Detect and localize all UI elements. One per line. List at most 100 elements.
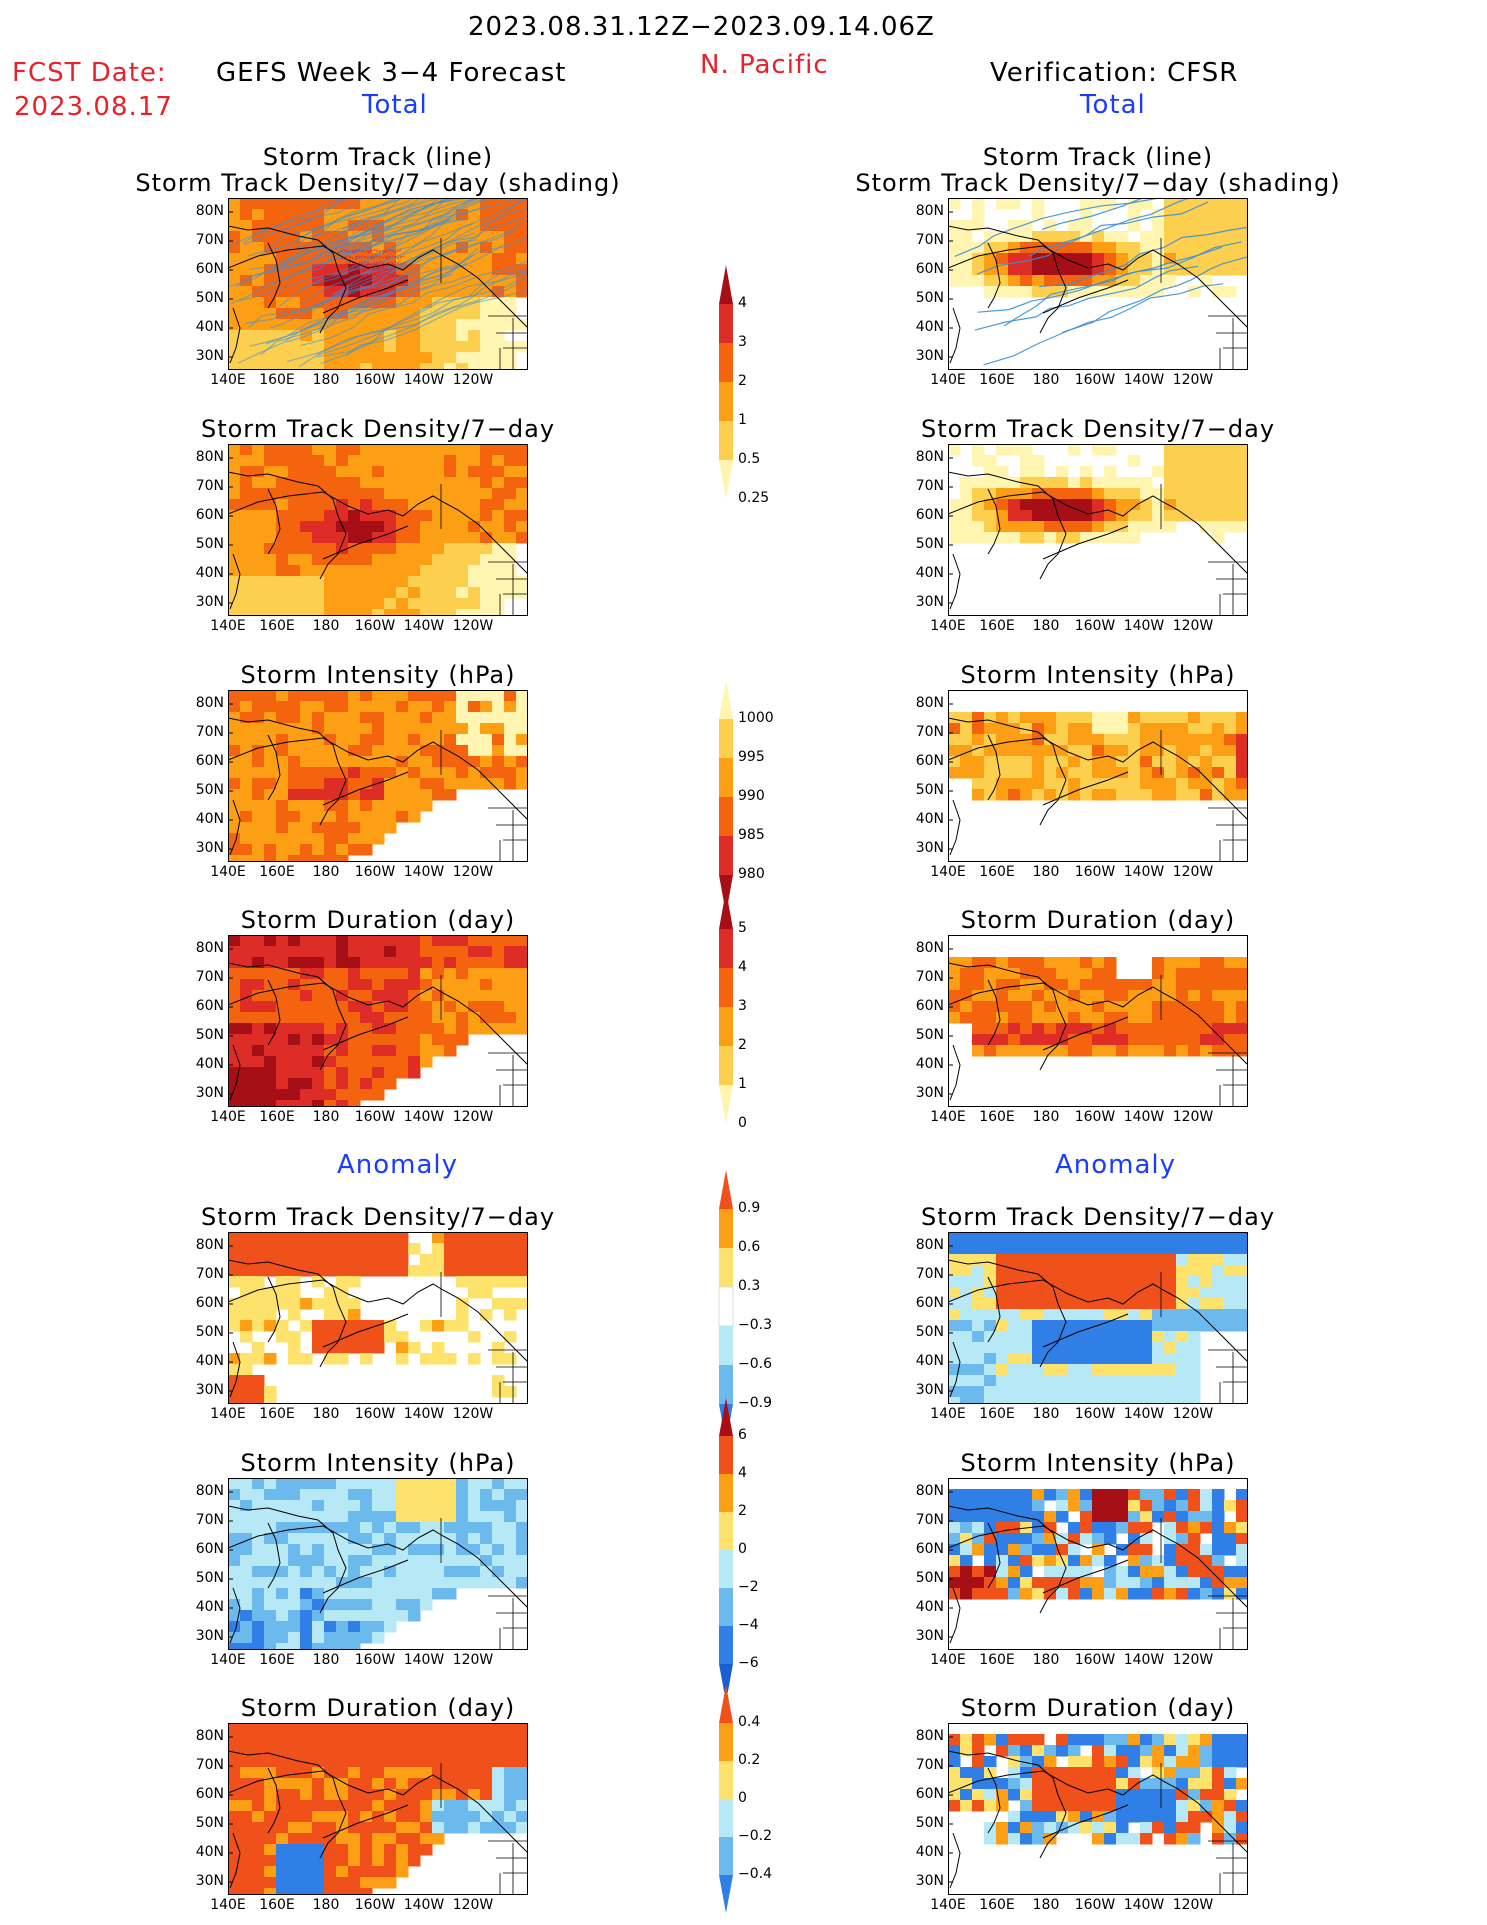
field-cell [1032, 1588, 1045, 1600]
field-cell [360, 789, 373, 801]
field-cell [1044, 979, 1057, 991]
field-cell [348, 745, 361, 757]
field-cell [360, 587, 373, 599]
field-cell [1128, 242, 1141, 254]
vf-track-title-line: Storm Track (line) [982, 143, 1214, 171]
field-cell [1164, 968, 1177, 980]
field-cell [516, 957, 528, 969]
field-cell [1104, 198, 1117, 210]
field-cell [504, 1489, 517, 1501]
field-cell [288, 1298, 301, 1310]
field-cell [480, 609, 493, 616]
field-cell [408, 554, 421, 566]
field-cell [264, 1478, 277, 1490]
field-cell [948, 275, 961, 287]
field-cell [228, 477, 241, 489]
field-cell [420, 800, 433, 812]
field-cell [348, 609, 361, 616]
field-cell [444, 1522, 457, 1534]
field-cell [396, 532, 409, 544]
field-cell [252, 822, 265, 834]
field-cell [252, 1734, 265, 1746]
field-cell [492, 1511, 505, 1523]
field-cell [420, 532, 433, 544]
lat-label: 60N [195, 507, 224, 523]
field-cell [1200, 275, 1213, 287]
field-cell [240, 1056, 253, 1068]
field-cell [348, 308, 361, 320]
field-cell [288, 712, 301, 724]
storm-track-line [358, 261, 378, 266]
field-cell [480, 767, 493, 779]
field-cell [1128, 1012, 1141, 1024]
field-cell [1080, 1566, 1093, 1578]
field-cell [300, 990, 313, 1002]
field-cell [228, 789, 241, 801]
field-cell [396, 220, 409, 232]
field-cell [348, 1012, 361, 1024]
field-cell [480, 935, 493, 947]
field-cell [972, 1353, 985, 1365]
field-cell [1068, 532, 1081, 544]
field-cell [348, 1643, 361, 1650]
field-cell [312, 1866, 325, 1878]
field-cell [288, 1643, 301, 1650]
field-cell [1212, 712, 1225, 724]
field-cell [1164, 1833, 1177, 1845]
field-cell [264, 712, 277, 724]
lat-label: 30N [195, 1873, 224, 1889]
storm-track-line [319, 220, 523, 328]
field-cell [372, 1067, 385, 1079]
field-cell [300, 1478, 313, 1490]
field-cell [408, 488, 421, 500]
field-cell [348, 723, 361, 735]
field-cell [1104, 231, 1117, 243]
field-cell [324, 1577, 337, 1589]
field-cell [516, 1544, 528, 1556]
lat-label: 40N [915, 1844, 944, 1860]
field-cell [972, 767, 985, 779]
field-cell [468, 1478, 481, 1490]
field-cell [1152, 1588, 1165, 1600]
field-cell [1200, 198, 1213, 210]
field-cell [1176, 734, 1189, 746]
field-cell [276, 1866, 289, 1878]
field-cell [1128, 990, 1141, 1002]
field-cell [384, 444, 397, 456]
field-cell [972, 1511, 985, 1523]
field-cell [408, 466, 421, 478]
field-cell [312, 1643, 325, 1650]
field-cell [1080, 1375, 1093, 1387]
fc-intensity-title-line: Storm Intensity (hPa) [240, 661, 516, 689]
field-cell [384, 690, 397, 702]
field-cell [960, 1331, 973, 1343]
field-cell [396, 488, 409, 500]
field-cell [1044, 521, 1057, 533]
lat-label: 80N [195, 695, 224, 711]
field-cell [408, 1034, 421, 1046]
field-cell [264, 466, 277, 478]
field-cell [1056, 1342, 1069, 1354]
field-cell [984, 1500, 997, 1512]
lat-label: 50N [195, 290, 224, 306]
field-cell [1008, 1342, 1021, 1354]
field-cell [1008, 444, 1021, 456]
field-cell [240, 844, 253, 856]
field-cell [408, 1500, 421, 1512]
field-cell [252, 330, 265, 342]
field-cell [516, 734, 528, 746]
field-cell [372, 1621, 385, 1633]
fc-anom-density-title: Storm Track Density/7−day [78, 1204, 678, 1230]
field-cell [1164, 1342, 1177, 1354]
field-cell [240, 1478, 253, 1490]
field-cell [960, 477, 973, 489]
field-cell [948, 756, 961, 768]
field-cell [480, 957, 493, 969]
field-cell [336, 455, 349, 467]
field-cell [948, 253, 961, 265]
field-cell [420, 521, 433, 533]
field-cell [324, 1045, 337, 1057]
field-cell [276, 1855, 289, 1867]
field-cell [456, 1533, 469, 1545]
field-cell [240, 242, 253, 254]
